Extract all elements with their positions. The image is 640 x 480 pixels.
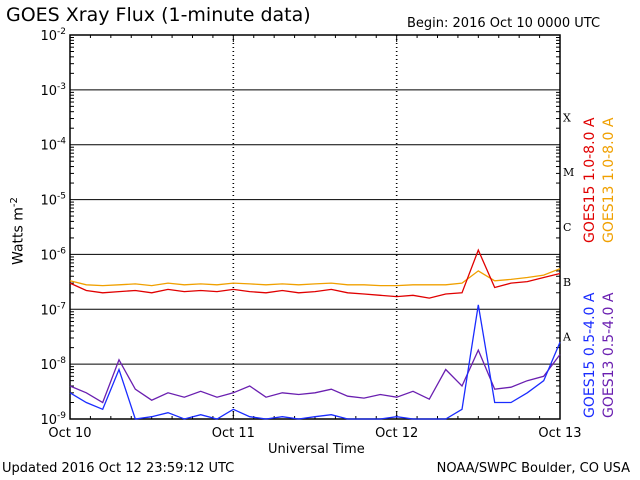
legend-goes15-long: GOES15 1.0-8.0 A [582,117,598,243]
flare-class-label: M [563,166,574,179]
series-line [69,248,561,299]
flare-class-label: B [563,276,571,289]
y-axis-label: Watts m-2 [9,197,27,265]
x-tick-label: Oct 12 [375,426,418,441]
y-tick-label: 10-3 [40,82,66,99]
series-line [69,348,561,404]
legend-goes13-short: GOES13 0.5-4.0 A [601,292,617,418]
x-axis-label: Universal Time [268,442,365,457]
legend-goes13-long: GOES13 1.0-8.0 A [601,117,617,243]
flare-class-label: X [563,111,571,124]
y-tick-label: 10-6 [40,246,66,263]
y-tick-label: 10-9 [40,411,66,428]
x-tick-label: Oct 10 [48,426,91,441]
y-tick-label: 10-4 [40,137,66,154]
y-tick-label: 10-8 [40,356,66,373]
updated-time: Updated 2016 Oct 12 23:59:12 UTC [2,461,235,476]
series-line [69,304,561,420]
credit: NOAA/SWPC Boulder, CO USA [436,461,630,476]
y-tick-label: 10-7 [40,301,66,318]
flare-class-label: A [562,331,572,344]
series-line [69,268,561,287]
flare-class-label: C [563,221,571,234]
begin-time: Begin: 2016 Oct 10 0000 UTC [407,16,601,31]
y-tick-label: 10-2 [40,27,66,44]
legend-goes15-short: GOES15 0.5-4.0 A [582,292,598,418]
y-tick-label: 10-5 [40,192,66,209]
x-tick-label: Oct 11 [212,426,255,441]
x-tick-label: Oct 13 [538,426,581,441]
plot-frame [69,34,561,420]
chart-title: GOES Xray Flux (1-minute data) [6,4,311,26]
